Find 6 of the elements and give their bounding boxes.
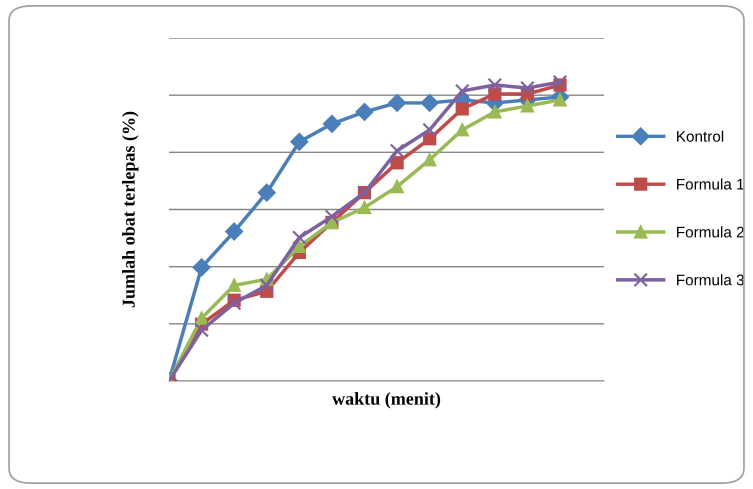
y-axis-title: Jumlah obat terlepas (%) [122, 112, 138, 308]
legend-label: Formula 1 [677, 178, 744, 190]
x-axis-title: waktu (menit) [332, 392, 440, 408]
legend-label: Formula 3 [677, 274, 744, 286]
legend-label: Formula 2 [677, 226, 744, 238]
legend-label: Kontrol [677, 130, 724, 142]
